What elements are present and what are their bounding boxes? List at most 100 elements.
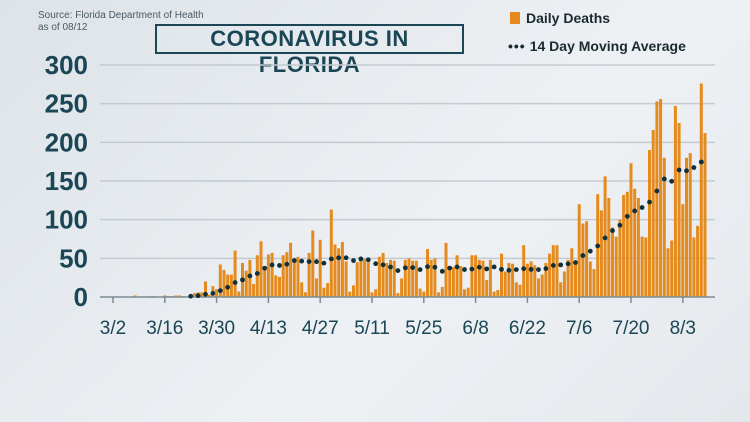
- moving-average-dot: [284, 261, 290, 267]
- bar: [289, 242, 293, 297]
- moving-average-dot: [291, 258, 297, 263]
- bar: [418, 288, 422, 297]
- bar: [529, 261, 533, 297]
- bar: [437, 292, 441, 297]
- bar: [666, 248, 670, 297]
- y-tick-label: 100: [45, 205, 88, 235]
- moving-average-dot: [558, 262, 564, 268]
- bar: [551, 245, 555, 297]
- bar: [581, 223, 585, 297]
- y-tick-label: 0: [74, 282, 88, 312]
- moving-average-dot: [617, 222, 623, 228]
- bar: [607, 198, 611, 297]
- bar: [514, 282, 518, 297]
- bar: [466, 287, 470, 297]
- bar: [233, 250, 237, 297]
- moving-average-dot: [528, 266, 534, 272]
- bar: [614, 236, 618, 297]
- y-tick-label: 50: [59, 243, 88, 273]
- bar: [633, 188, 637, 297]
- bar: [673, 105, 677, 297]
- bar: [222, 269, 226, 297]
- bar: [455, 255, 459, 297]
- bar: [307, 252, 311, 297]
- bar: [322, 287, 326, 297]
- bar: [481, 260, 485, 297]
- bar: [329, 209, 333, 297]
- moving-average-dot: [632, 208, 638, 214]
- moving-average-dot: [217, 288, 223, 294]
- bar: [670, 240, 674, 297]
- moving-average-dot: [669, 178, 675, 184]
- bar: [318, 239, 322, 297]
- bar: [692, 237, 696, 297]
- bar: [599, 210, 603, 297]
- bar: [396, 293, 400, 297]
- bar: [207, 294, 211, 297]
- moving-average-dot: [565, 261, 571, 267]
- bar: [440, 286, 444, 297]
- bar: [640, 236, 644, 297]
- bar: [429, 259, 433, 297]
- bar: [366, 262, 370, 297]
- moving-average-dot: [610, 228, 615, 234]
- bar: [248, 259, 252, 297]
- moving-average-dot: [639, 205, 645, 210]
- bar: [699, 83, 703, 297]
- bar: [655, 101, 659, 297]
- bar: [259, 241, 263, 297]
- moving-average-dot: [602, 235, 608, 241]
- bar: [381, 252, 385, 297]
- legend-swatch-bar: [510, 12, 520, 24]
- moving-average-dot: [454, 264, 460, 270]
- bar: [485, 279, 489, 297]
- moving-average-dot: [550, 263, 556, 268]
- bar: [355, 262, 359, 297]
- bar: [555, 245, 559, 297]
- bar: [400, 278, 404, 297]
- bar: [648, 150, 651, 297]
- bar: [292, 260, 296, 297]
- bar: [662, 157, 666, 297]
- moving-average-dot: [277, 263, 282, 268]
- moving-average-dot: [573, 260, 578, 265]
- bar: [133, 295, 137, 297]
- bar: [500, 253, 503, 297]
- bar: [433, 258, 437, 297]
- legend-dots-icon: •••: [508, 38, 526, 54]
- moving-average-dot: [321, 260, 327, 266]
- bar: [278, 276, 281, 297]
- source-text: Source: Florida Department of Health: [38, 10, 204, 21]
- bar: [629, 163, 633, 297]
- bar: [585, 221, 589, 297]
- moving-average-dot: [269, 262, 275, 268]
- x-tick-label: 3/2: [100, 318, 126, 339]
- bar: [562, 271, 566, 297]
- bar: [537, 278, 540, 297]
- bar: [496, 290, 500, 297]
- moving-average-dot: [654, 188, 660, 194]
- bar: [311, 230, 315, 297]
- bar: [459, 266, 463, 297]
- source-note: Source: Florida Department of Health as o…: [38, 10, 204, 34]
- y-tick-label: 150: [45, 166, 88, 196]
- legend-moving-average: ••• 14 Day Moving Average: [508, 38, 686, 54]
- moving-average-dot: [425, 264, 430, 270]
- moving-average-dot: [388, 264, 393, 270]
- bar: [359, 259, 363, 297]
- bar: [540, 274, 544, 297]
- bar: [681, 204, 685, 297]
- bar: [270, 252, 274, 297]
- moving-average-dot: [647, 199, 652, 205]
- bar: [218, 264, 222, 297]
- moving-average-dot: [624, 213, 630, 219]
- bar: [426, 249, 429, 297]
- moving-average-dot: [447, 265, 453, 271]
- bar: [255, 255, 259, 297]
- moving-average-dot: [373, 261, 379, 267]
- moving-average-dot: [328, 256, 334, 262]
- bar: [337, 248, 341, 297]
- bar: [544, 262, 548, 297]
- moving-average-dot: [661, 176, 667, 182]
- moving-average-dot: [247, 273, 253, 279]
